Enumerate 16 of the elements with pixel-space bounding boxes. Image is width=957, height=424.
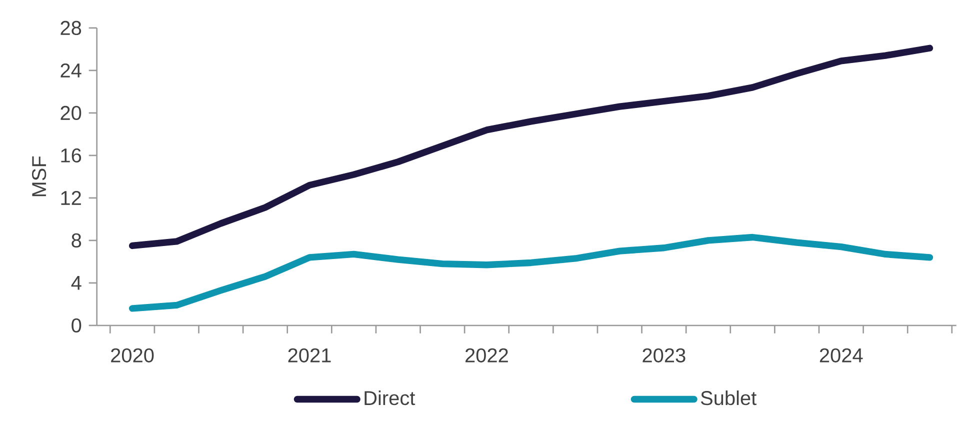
x-tick-label: 2020 bbox=[111, 348, 154, 362]
y-tick-label: 24 bbox=[60, 63, 82, 78]
y-tick-label: 28 bbox=[60, 20, 82, 35]
x-tick-label: 2023 bbox=[642, 348, 686, 362]
x-tick-label: 2022 bbox=[466, 348, 508, 362]
y-tick-label: 4 bbox=[71, 276, 82, 290]
legend-label: Sublet bbox=[700, 390, 756, 406]
y-tick-label: 8 bbox=[72, 233, 82, 248]
y-tick-label: 0 bbox=[72, 318, 82, 332]
y-tick-label: 16 bbox=[61, 148, 82, 162]
y-tick-label: 20 bbox=[60, 106, 82, 120]
x-tick-label: 2024 bbox=[820, 348, 863, 362]
y-axis-title: MSF bbox=[32, 156, 46, 196]
y-tick-label: 12 bbox=[61, 190, 81, 205]
legend-label: Direct bbox=[364, 390, 416, 406]
x-tick-label: 2021 bbox=[288, 348, 331, 362]
